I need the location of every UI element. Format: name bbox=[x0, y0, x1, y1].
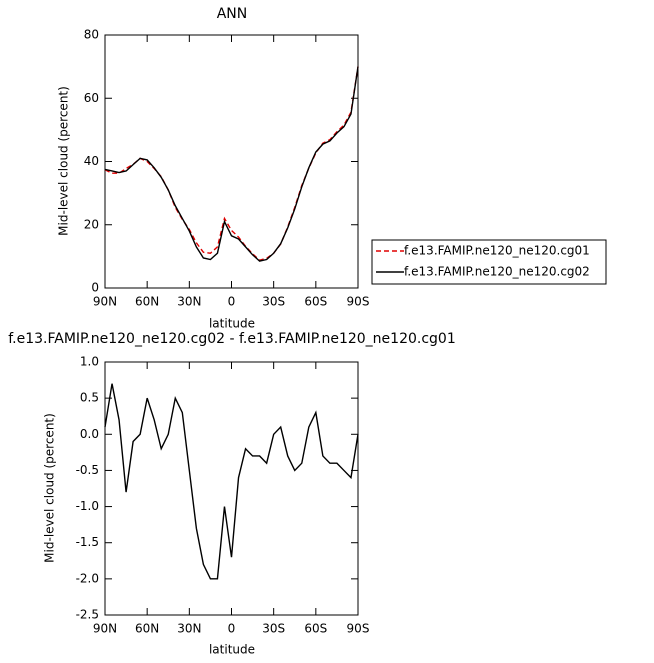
y-tick-label: 80 bbox=[84, 28, 99, 42]
x-tick-label: 90N bbox=[93, 295, 117, 309]
y-tick-label: 0 bbox=[91, 281, 99, 295]
x-tick-label: 30N bbox=[177, 622, 201, 636]
chart-title: ANN bbox=[217, 6, 248, 22]
y-tick-label: 60 bbox=[84, 91, 99, 105]
x-tick-label: 60S bbox=[304, 295, 327, 309]
y-tick-label: 0.0 bbox=[80, 427, 99, 441]
x-axis-label: latitude bbox=[209, 643, 255, 657]
y-tick-label: -1.5 bbox=[76, 535, 99, 549]
y-tick-label: -1.0 bbox=[76, 499, 99, 513]
y-axis-label: Mid-level cloud (percent) bbox=[43, 413, 57, 563]
x-tick-label: 90N bbox=[93, 622, 117, 636]
y-tick-label: -2.5 bbox=[76, 608, 99, 622]
y-tick-label: 40 bbox=[84, 154, 99, 168]
x-tick-label: 30S bbox=[262, 622, 285, 636]
plot-frame bbox=[104, 34, 359, 289]
y-tick-label: -2.0 bbox=[76, 571, 99, 585]
legend-label: f.e13.FAMIP.ne120_ne120.cg02 bbox=[404, 265, 590, 279]
legend-box bbox=[371, 239, 607, 285]
x-tick-label: 60N bbox=[135, 622, 159, 636]
legend-label: f.e13.FAMIP.ne120_ne120.cg01 bbox=[404, 244, 590, 258]
data-line bbox=[104, 66, 359, 261]
plot-frame bbox=[104, 361, 359, 616]
data-line bbox=[104, 66, 359, 262]
x-tick-label: 90S bbox=[347, 295, 370, 309]
x-axis-label: latitude bbox=[209, 317, 255, 331]
chart-title: f.e13.FAMIP.ne120_ne120.cg02 - f.e13.FAM… bbox=[8, 331, 456, 347]
data-line bbox=[104, 383, 359, 580]
x-tick-label: 30S bbox=[262, 295, 285, 309]
x-tick-label: 0 bbox=[228, 622, 236, 636]
y-tick-label: 0.5 bbox=[80, 391, 99, 405]
x-tick-label: 90S bbox=[347, 622, 370, 636]
x-tick-label: 30N bbox=[177, 295, 201, 309]
y-tick-label: -0.5 bbox=[76, 463, 99, 477]
x-tick-label: 0 bbox=[228, 295, 236, 309]
y-tick-label: 1.0 bbox=[80, 355, 99, 369]
x-tick-label: 60N bbox=[135, 295, 159, 309]
y-axis-label: Mid-level cloud (percent) bbox=[57, 86, 71, 236]
x-tick-label: 60S bbox=[304, 622, 327, 636]
y-tick-label: 20 bbox=[84, 217, 99, 231]
